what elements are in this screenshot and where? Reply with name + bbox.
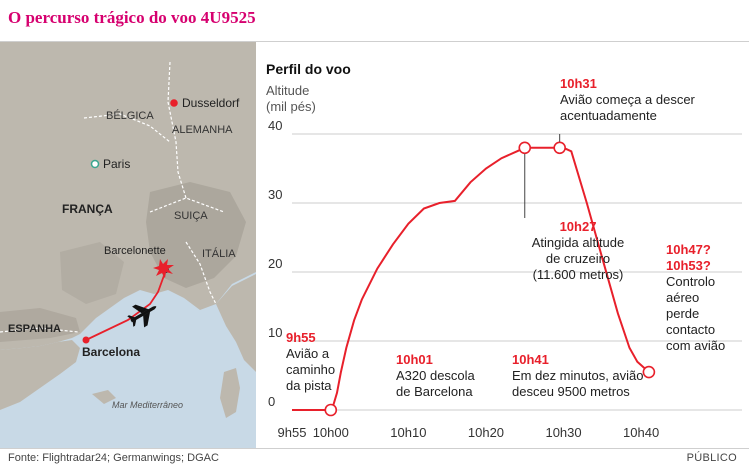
series-marker (324, 403, 338, 417)
top-rule (0, 41, 749, 42)
map-label-alemanha: ALEMANHA (172, 124, 233, 136)
y-axis-label-line1: Altitude (266, 83, 309, 98)
map-massif (60, 242, 124, 304)
annotation-text: da pista (286, 378, 332, 393)
airplane-icon (127, 304, 157, 328)
y-axis-label-line2: (mil pés) (266, 99, 316, 114)
map-label-belgica: BÉLGICA (106, 109, 154, 122)
flight-profile-chart: Perfil do voo Altitude (mil pés) 0 10 20 30… (266, 61, 742, 440)
crash-burst-icon (153, 259, 174, 278)
annotation-text: acentuadamente (560, 108, 657, 123)
annotation-text: perde (666, 306, 699, 321)
map-pyrenees (0, 308, 80, 342)
map-label-suica: SUIÇA (174, 210, 208, 222)
paris-marker (90, 159, 100, 169)
series-marker (553, 141, 566, 155)
map-italy-coast (216, 274, 256, 372)
y-tick-label: 40 (268, 118, 282, 133)
annotation-text: contacto (666, 322, 715, 337)
source-note: Fonte: Flightradar24; Germanwings; DGAC (8, 452, 219, 464)
flight-route (85, 269, 167, 341)
x-tick-labels: 9h55 10h00 10h10 10h20 10h30 10h40 (278, 425, 660, 440)
annotation-time: 10h47? (666, 242, 711, 257)
annotation-time: 10h31 (560, 76, 597, 91)
annotation-text: Avião a (286, 346, 330, 361)
x-tick-label: 10h40 (623, 425, 659, 440)
annotation-time: 10h27 (560, 219, 597, 234)
annotation-text: caminho (286, 362, 335, 377)
annotation-text: Avião começa a descer (560, 92, 696, 107)
annotation-text: desceu 9500 metros (512, 384, 630, 399)
map-city-barcelonette: Barcelonette (104, 245, 166, 257)
annotation-text: Controlo (666, 274, 715, 289)
series-markers (324, 134, 656, 417)
annotation-text: de Barcelona (396, 384, 473, 399)
annotation-time: 10h53? (666, 258, 711, 273)
annotation-text: aéreo (666, 290, 699, 305)
y-tick-label: 30 (268, 187, 282, 202)
map-label-espanha: ESPANHA (8, 323, 61, 335)
x-tick-label: 10h20 (468, 425, 504, 440)
annotation-time: 9h55 (286, 330, 316, 345)
map-borders (0, 61, 225, 333)
map-city-dusseldorf: Dusseldorf (182, 96, 240, 110)
annotation-time: 10h41 (512, 352, 549, 367)
map-city-barcelona: Barcelona (82, 345, 140, 359)
y-tick-label: 20 (268, 256, 282, 271)
annotation-text: Atingida altitude (532, 235, 625, 250)
map-label-franca: FRANÇA (62, 202, 113, 216)
x-tick-label: 9h55 (278, 425, 307, 440)
chart-title: Perfil do voo (266, 61, 351, 77)
y-tick-label: 0 (268, 394, 275, 409)
annotation-text: de cruzeiro (546, 251, 610, 266)
altitude-series-line (292, 146, 650, 411)
map-label-mar: Mar Mediterrâneo (112, 400, 183, 410)
map-corsica (220, 368, 240, 418)
map-label-italia: ITÁLIA (202, 247, 236, 260)
map-spain-coast (0, 340, 80, 410)
bottom-rule (0, 448, 749, 449)
series-marker (518, 141, 532, 155)
series-marker (642, 365, 656, 379)
annotation-time: 10h01 (396, 352, 433, 367)
map-alps (146, 182, 246, 288)
x-tick-label: 10h30 (545, 425, 581, 440)
map-balearic (92, 390, 116, 404)
y-tick-labels: 0 10 20 30 40 (268, 118, 282, 409)
y-tick-label: 10 (268, 325, 282, 340)
annotation-text: com avião (666, 338, 725, 353)
chart-gridlines (292, 133, 742, 411)
x-tick-label: 10h10 (390, 425, 426, 440)
route-map: BÉLGICA ALEMANHA FRANÇA SUIÇA ITÁLIA ESP… (0, 42, 256, 448)
annotation-text: (11.600 metros) (533, 267, 624, 282)
dusseldorf-marker (170, 99, 178, 107)
x-tick-label: 10h00 (313, 425, 349, 440)
brand-logo: PÚBLICO (686, 452, 737, 464)
annotation-text: Em dez minutos, avião (512, 368, 644, 383)
map-city-paris: Paris (103, 157, 130, 171)
annotation-text: A320 descola (396, 368, 476, 383)
page-title: O percurso trágico do voo 4U9525 (8, 8, 256, 27)
